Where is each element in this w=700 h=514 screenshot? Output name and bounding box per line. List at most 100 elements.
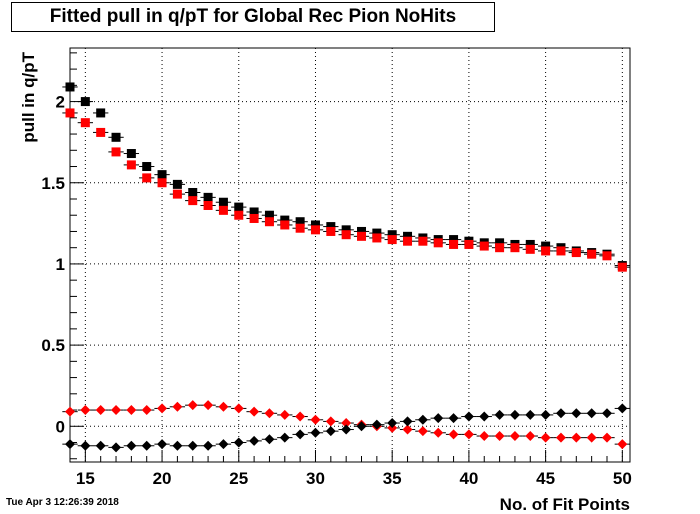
x-tick-label: 50 [613, 469, 632, 488]
data-point-square [617, 262, 627, 272]
data-point-diamond [95, 440, 106, 451]
data-point-square [372, 228, 382, 238]
data-point-diamond [540, 432, 551, 443]
data-point-diamond [479, 431, 490, 442]
data-point-square [203, 200, 213, 210]
y-tick-label: 0 [56, 417, 65, 436]
data-point-diamond [295, 411, 306, 422]
data-point-diamond [65, 406, 75, 417]
data-point-square [525, 244, 535, 254]
data-point-diamond [540, 409, 551, 420]
data-point-diamond [310, 414, 321, 425]
data-point-diamond [509, 409, 520, 420]
data-point-square [157, 178, 167, 188]
data-point-square [387, 230, 397, 240]
data-point-square [96, 127, 106, 137]
data-point-square [157, 170, 167, 180]
data-point-diamond [433, 413, 444, 424]
data-point-square [418, 236, 428, 246]
data-point-diamond [463, 411, 474, 422]
y-tick-label: 0.5 [41, 336, 65, 355]
data-point-square [341, 230, 351, 240]
data-point-square [295, 223, 305, 233]
data-point-diamond [279, 409, 290, 420]
axis-ticks [69, 52, 623, 462]
data-point-square [449, 235, 459, 245]
data-point-diamond [203, 440, 214, 451]
data-point-square [571, 248, 581, 258]
timestamp: Tue Apr 3 12:26:39 2018 [6, 497, 119, 508]
data-point-diamond [172, 440, 183, 451]
data-point-diamond [617, 403, 628, 414]
data-point-diamond [218, 439, 229, 450]
data-point-diamond [203, 400, 214, 411]
data-point-diamond [402, 424, 413, 435]
data-point-diamond [571, 432, 582, 443]
data-point-square [218, 197, 228, 207]
data-point-diamond [172, 401, 183, 412]
data-point-square [280, 220, 290, 230]
data-point-square [341, 225, 351, 235]
data-point-square [449, 239, 459, 249]
data-point-diamond [80, 405, 91, 416]
y-tick-label: 1 [56, 255, 65, 274]
data-point-square [587, 249, 597, 259]
data-point-diamond [555, 408, 566, 419]
data-point-square [249, 207, 259, 217]
data-point-square [464, 239, 474, 249]
chart-title: Fitted pull in q/pT for Global Rec Pion … [11, 2, 495, 32]
data-point-diamond [586, 408, 597, 419]
y-tick-label: 2 [56, 93, 65, 112]
data-point-square [80, 118, 90, 128]
x-tick-label: 25 [229, 469, 248, 488]
data-point-diamond [249, 406, 260, 417]
data-point-square [326, 222, 336, 232]
data-point-square [541, 246, 551, 256]
data-point-square [433, 238, 443, 248]
data-point-square [172, 179, 182, 189]
data-point-diamond [525, 409, 536, 420]
data-point-diamond [218, 401, 229, 412]
data-point-diamond [479, 411, 490, 422]
data-point-square [295, 217, 305, 227]
data-point-diamond [448, 413, 459, 424]
data-point-diamond [95, 405, 106, 416]
x-tick-label: 45 [536, 469, 555, 488]
data-point-diamond [571, 408, 582, 419]
data-point-square [495, 243, 505, 253]
y-tick-label: 1.5 [41, 174, 65, 193]
data-point-diamond [65, 439, 75, 450]
data-point-diamond [463, 429, 474, 440]
data-point-square [372, 233, 382, 243]
data-point-square [280, 215, 290, 225]
data-point-diamond [126, 440, 137, 451]
data-point-square [556, 246, 566, 256]
data-point-square [65, 82, 75, 92]
data-point-square [142, 162, 152, 172]
data-point-diamond [356, 421, 367, 432]
data-point-diamond [433, 427, 444, 438]
data-point-diamond [494, 409, 505, 420]
data-point-diamond [233, 437, 244, 448]
data-point-square [357, 231, 367, 241]
data-point-diamond [509, 431, 520, 442]
data-point-square [80, 97, 90, 107]
data-point-square [310, 220, 320, 230]
data-point-diamond [157, 403, 168, 414]
data-point-diamond [555, 432, 566, 443]
data-point-diamond [402, 416, 413, 427]
data-point-square [602, 251, 612, 261]
tick-labels: 15 20 25 30 35 40 45 50 0 0.5 1 1.5 2 [41, 93, 631, 488]
data-point-square [111, 132, 121, 142]
data-point-square [541, 241, 551, 251]
data-point-square [234, 210, 244, 220]
data-point-diamond [371, 419, 382, 430]
data-point-square [310, 225, 320, 235]
data-point-diamond [264, 408, 275, 419]
data-point-square [172, 189, 182, 199]
x-tick-label: 40 [459, 469, 478, 488]
data-point-diamond [341, 424, 352, 435]
data-point-diamond [325, 416, 336, 427]
data-point-diamond [187, 440, 198, 451]
data-point-square [249, 213, 259, 223]
